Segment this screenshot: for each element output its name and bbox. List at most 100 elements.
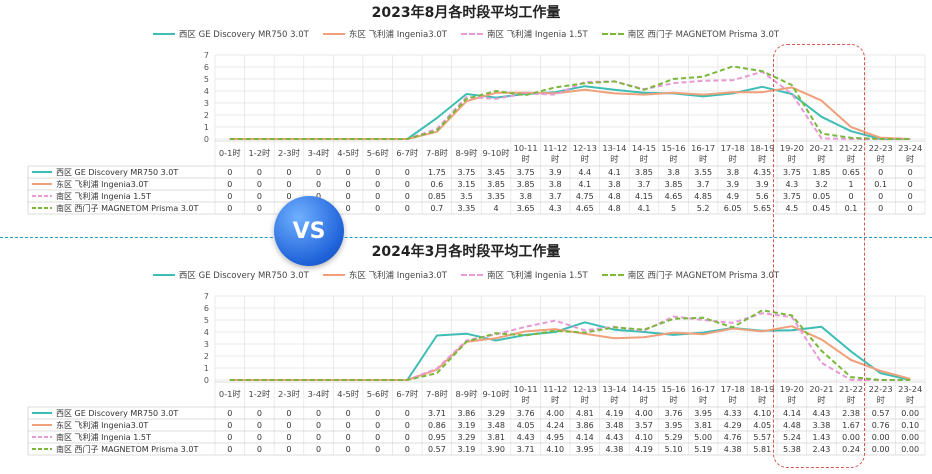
- table-cell-value: 4.3: [786, 180, 799, 189]
- table-cell-value: 0: [346, 192, 351, 201]
- table-cell-value: 0.00: [901, 409, 919, 418]
- x-tick-label: 2-3时: [278, 148, 300, 158]
- table-cell-value: 0.00: [901, 445, 919, 454]
- x-tick-label: 20-21 时: [809, 384, 833, 405]
- x-tick-label: 4-5时: [337, 389, 359, 399]
- table-cell-value: 0: [257, 168, 262, 177]
- x-tick-label: 0-1时: [219, 389, 241, 399]
- table-cell-value: 0: [286, 192, 291, 201]
- table-cell-value: 0: [405, 192, 410, 201]
- legend-2023: 西区 GE Discovery MR750 3.0T 东区 飞利浦 Ingenia…: [0, 28, 932, 40]
- legend-swatch: [601, 274, 624, 276]
- legend-item: 东区 飞利浦 Ingenia3.0T: [322, 28, 447, 40]
- table-cell-value: 5.10: [665, 445, 683, 454]
- table-series-label: 西区 GE Discovery MR750 3.0T: [56, 168, 178, 177]
- table-cell-value: 0: [286, 409, 291, 418]
- x-tick-label: 19-20 时: [780, 384, 804, 405]
- table-cell-value: 4.38: [724, 445, 742, 454]
- table-cell-value: 3.85: [517, 180, 535, 189]
- table-cell-value: 3.8: [726, 168, 739, 177]
- table-cell-value: 3.75: [783, 192, 801, 201]
- table-cell-value: 0: [316, 445, 321, 454]
- table-cell-value: 4.3: [549, 204, 562, 213]
- x-tick-label: 15-16 时: [661, 143, 685, 164]
- x-tick-label: 11-12 时: [543, 143, 567, 164]
- table-cell-value: 0: [405, 180, 410, 189]
- x-tick-label: 19-20 时: [780, 143, 804, 164]
- table-cell-value: 3.81: [694, 421, 712, 430]
- table-cell-value: 0.00: [872, 445, 890, 454]
- section-divider: [0, 237, 932, 238]
- table-cell-value: 0.65: [842, 168, 860, 177]
- table-cell-value: 4: [493, 204, 498, 213]
- table-cell-value: 3.7: [549, 192, 562, 201]
- table-cell-value: 0: [346, 409, 351, 418]
- table-cell-value: 3.35: [458, 204, 476, 213]
- x-tick-label: 8-9时: [456, 148, 478, 158]
- table-cell-value: 4.19: [635, 445, 653, 454]
- table-cell-value: 3.65: [517, 204, 535, 213]
- table-cell-value: 0: [227, 204, 232, 213]
- table-cell-value: 0: [227, 421, 232, 430]
- table-cell-value: 3.48: [605, 421, 623, 430]
- table-cell-value: 5.6: [756, 192, 769, 201]
- table-cell-value: 3.75: [458, 168, 476, 177]
- table-cell-value: 4.8: [608, 204, 621, 213]
- table-cell-value: 0.86: [428, 421, 446, 430]
- table-cell-value: 3.15: [458, 180, 476, 189]
- table-cell-value: 4.85: [694, 192, 712, 201]
- table-cell-value: 5.29: [665, 433, 683, 442]
- x-tick-label: 22-23 时: [869, 143, 893, 164]
- y-tick-label: 0: [204, 135, 209, 144]
- x-tick-label: 10-11 时: [514, 384, 538, 405]
- table-cell-value: 0: [375, 445, 380, 454]
- table-cell-value: 3.75: [783, 168, 801, 177]
- table-cell-value: 3.86: [458, 409, 476, 418]
- table-cell-value: 1: [848, 180, 853, 189]
- table-cell-value: 0: [316, 421, 321, 430]
- x-tick-label: 21-22 时: [839, 384, 863, 405]
- legend-label: 东区 飞利浦 Ingenia3.0T: [348, 30, 447, 40]
- legend-swatch: [322, 274, 345, 276]
- table-cell-value: 0: [375, 204, 380, 213]
- table-cell-value: 3.90: [487, 445, 505, 454]
- table-cell-value: 3.8: [549, 180, 562, 189]
- table-cell-value: 3.85: [635, 168, 653, 177]
- legend-2024: 西区 GE Discovery MR750 3.0T 东区 飞利浦 Ingenia…: [0, 269, 932, 281]
- y-tick-label: 5: [204, 316, 209, 325]
- table-cell-value: 0: [227, 180, 232, 189]
- legend-swatch: [460, 33, 483, 35]
- table-cell-value: 0: [375, 433, 380, 442]
- y-tick-label: 3: [204, 340, 209, 349]
- legend-label: 南区 西门子 MAGNETOM Prisma 3.0T: [627, 271, 780, 281]
- table-cell-value: 0: [908, 192, 913, 201]
- x-tick-label: 6-7时: [396, 148, 418, 158]
- y-tick-label: 2: [204, 111, 209, 120]
- x-tick-label: 7-8时: [426, 148, 448, 158]
- table-cell-value: 0: [405, 421, 410, 430]
- table-cell-value: 0.1: [874, 180, 887, 189]
- table-cell-value: 3.86: [576, 421, 594, 430]
- x-tick-label: 11-12 时: [543, 384, 567, 405]
- table-cell-value: 5.2: [697, 204, 710, 213]
- table-cell-value: 0: [257, 433, 262, 442]
- x-tick-label: 15-16 时: [661, 384, 685, 405]
- x-tick-label: 12-13 时: [573, 143, 597, 164]
- series-line: [229, 309, 911, 381]
- x-tick-label: 18-19 时: [750, 384, 774, 405]
- table-cell-value: 3.19: [458, 421, 476, 430]
- line-chart-2024: 0 1 2 3 4 5 6 7 0-1时 1-2时 2-3时 3-4时 4-5时 5-6时 6-7时 7-8时…: [27, 292, 926, 456]
- table-cell-value: 0: [405, 168, 410, 177]
- x-tick-label: 17-18 时: [721, 384, 745, 405]
- table-cell-value: 4.65: [576, 204, 594, 213]
- table-cell-value: 0: [375, 409, 380, 418]
- table-cell-value: 3.57: [635, 421, 653, 430]
- table-cell-value: 4.10: [635, 433, 653, 442]
- table-cell-value: 0: [257, 204, 262, 213]
- x-tick-label: 9-10时: [482, 389, 509, 399]
- table-cell-value: 3.5: [460, 192, 473, 201]
- table-cell-value: 3.95: [665, 421, 683, 430]
- table-cell-value: 0: [316, 409, 321, 418]
- x-tick-label: 6-7时: [396, 389, 418, 399]
- table-cell-value: 0: [346, 421, 351, 430]
